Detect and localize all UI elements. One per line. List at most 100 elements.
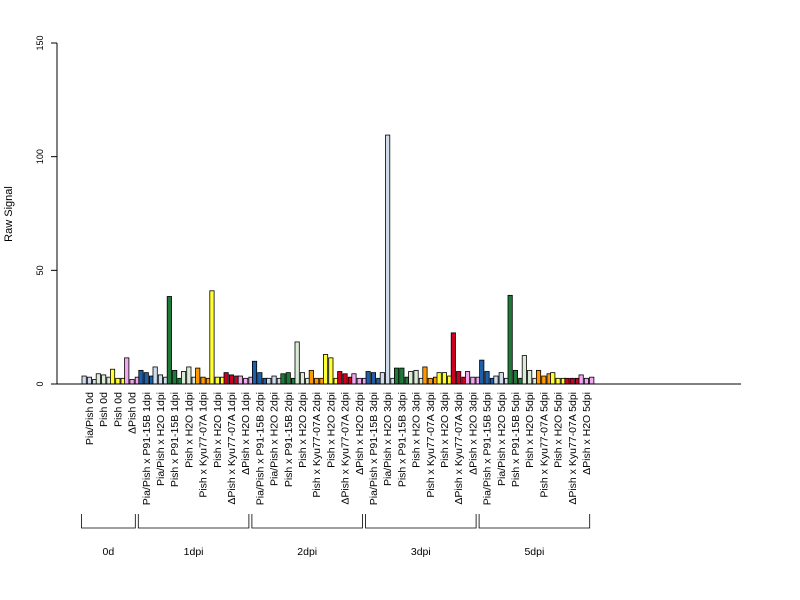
bracket-line — [81, 514, 136, 529]
bar — [172, 369, 178, 385]
bar — [351, 373, 357, 385]
bar — [124, 357, 130, 385]
group-bracket: 0d — [81, 514, 136, 558]
bar — [285, 372, 291, 385]
bar-group — [408, 369, 424, 385]
x-tick-label: Pish x Kyu77-07A 3dpi — [425, 392, 437, 498]
bar — [436, 372, 442, 385]
bracket-line — [478, 514, 591, 529]
group-label: 1dpi — [184, 546, 204, 558]
bar — [299, 372, 305, 385]
bar-group — [308, 369, 325, 385]
group-bracket: 5dpi — [478, 514, 591, 558]
x-tick-label: Pish x Kyu77-07A 5dpi — [538, 392, 550, 498]
bar — [195, 367, 201, 385]
bar — [370, 372, 376, 385]
bar — [101, 374, 107, 385]
x-tick-label: Pia/Pish x H2O 1dpi — [155, 392, 167, 486]
bar — [266, 377, 272, 385]
bar-group — [536, 369, 552, 385]
bar — [484, 371, 490, 385]
x-tick-label: Pish x H2O 3dpi — [411, 392, 423, 468]
bar — [81, 375, 87, 385]
bar — [115, 377, 121, 385]
bar-group — [209, 290, 226, 385]
bar — [209, 290, 215, 385]
group-brackets: 0d 1dpi 2dpi 3dpi 5dpi — [81, 514, 591, 558]
bar-group — [450, 332, 467, 385]
bar-group — [166, 296, 183, 385]
y-tick-label: 100 — [35, 149, 45, 164]
group-bracket: 1dpi — [137, 514, 250, 558]
bar — [138, 369, 144, 385]
bar — [342, 373, 348, 385]
bar — [271, 375, 277, 385]
bar-group — [95, 373, 112, 385]
x-tick-label: ΔPish x Kyu77-07A 1dpi — [226, 392, 238, 505]
bar-group — [180, 366, 197, 385]
x-tick-label: Pia/Pish x H2O 3dpi — [382, 392, 394, 486]
x-tick-label: Pish x H2O 2dpi — [297, 392, 309, 468]
bar — [399, 367, 405, 385]
y-tick-label: 0 — [35, 381, 45, 386]
bar — [143, 372, 149, 385]
x-tick-label: Pish x P91-15B 3dpi — [396, 392, 408, 487]
bar — [583, 377, 589, 385]
bar-group — [578, 374, 595, 385]
x-tick-label: Pia/Pish x P91-15B 2dpi — [254, 392, 266, 505]
group-bracket: 2dpi — [251, 514, 363, 558]
bar — [294, 341, 300, 385]
bar — [470, 376, 476, 385]
bar — [441, 372, 447, 385]
bar-group — [195, 367, 211, 385]
bar-group — [81, 375, 98, 385]
bar — [223, 372, 229, 385]
bar — [337, 371, 343, 385]
bar-group — [152, 366, 169, 385]
group-label: 5dpi — [524, 546, 544, 558]
bar — [541, 375, 547, 385]
bar-group — [493, 372, 510, 385]
bar-group — [564, 377, 581, 385]
bar-group — [436, 372, 453, 385]
bar — [237, 375, 243, 385]
bar — [464, 371, 471, 385]
bar — [521, 355, 527, 385]
bar — [243, 377, 249, 385]
bar — [365, 371, 371, 385]
bar — [427, 377, 433, 385]
x-tick-label: Pish x H2O 2dpi — [325, 392, 337, 468]
bar-group — [393, 367, 410, 385]
bar-group — [294, 341, 311, 385]
x-tick-label: Pish x H2O 5dpi — [524, 392, 536, 468]
bar — [555, 377, 561, 385]
x-tick-label: ΔPish x Kyu77-07A 5dpi — [567, 392, 579, 505]
bar — [308, 369, 314, 385]
bar — [214, 376, 220, 385]
bars — [81, 134, 595, 385]
bar — [512, 369, 518, 385]
bar — [379, 372, 385, 385]
bar — [328, 357, 334, 385]
bar — [314, 377, 320, 385]
bar — [180, 371, 187, 385]
bar — [186, 366, 192, 385]
x-tick-label: Pish x H2O 1dpi — [212, 392, 224, 468]
bar — [393, 367, 400, 385]
bar-group — [124, 357, 140, 385]
bar — [536, 369, 542, 385]
bar — [257, 372, 263, 385]
x-tick-label: Pish 0d — [112, 392, 124, 427]
x-tick-label: ΔPish 0d — [127, 392, 139, 434]
bar — [479, 359, 485, 385]
bar — [385, 134, 391, 385]
bar-group — [550, 372, 566, 385]
x-tick-label: ΔPish x H2O 5dpi — [581, 392, 593, 475]
x-tick-label: Pish 0d — [98, 392, 110, 427]
x-tick-label: Pish x Kyu77-07A 2dpi — [311, 392, 323, 498]
bar — [157, 374, 164, 385]
bracket-line — [365, 514, 477, 529]
x-tick-label: ΔPish x Kyu77-07A 2dpi — [340, 392, 352, 505]
bar-group — [322, 354, 339, 385]
